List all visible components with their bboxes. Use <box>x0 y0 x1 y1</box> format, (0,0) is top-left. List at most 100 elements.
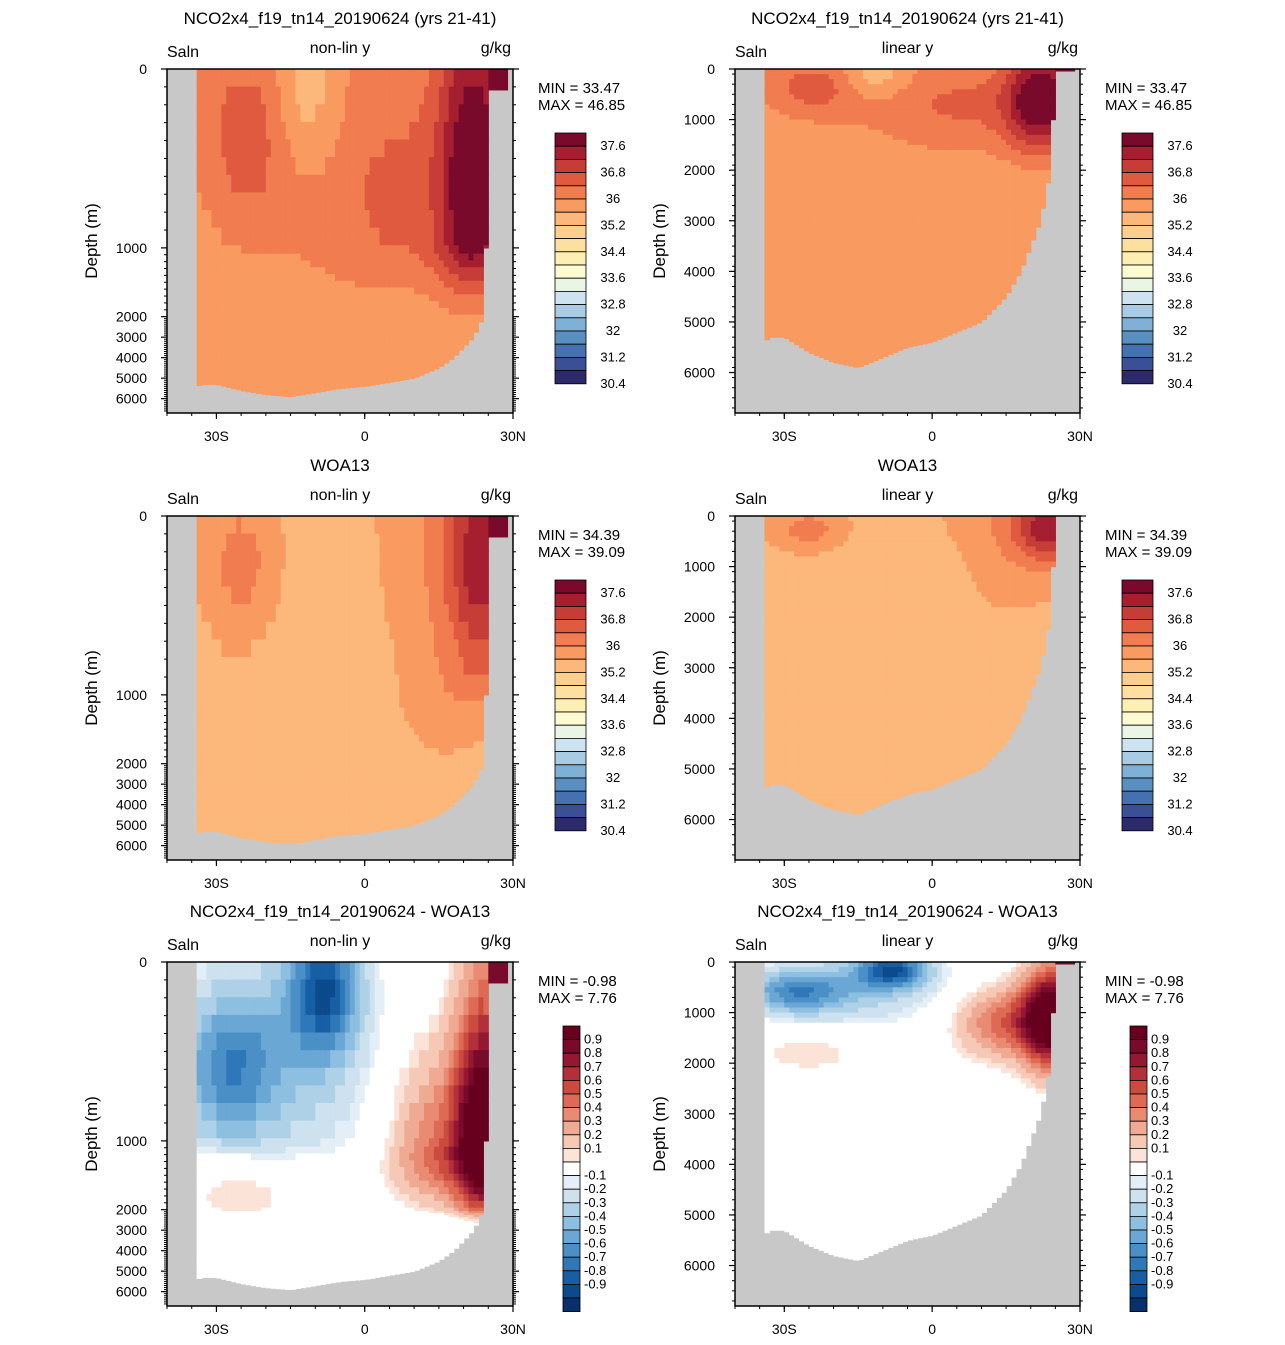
data-cell <box>216 210 222 228</box>
data-cell <box>291 87 297 105</box>
data-cell <box>305 192 311 210</box>
data-cell <box>399 122 405 140</box>
data-cell <box>231 315 237 319</box>
data-cell <box>434 281 440 288</box>
data-cell <box>286 69 292 87</box>
data-cell <box>414 308 420 315</box>
data-cell <box>335 254 341 261</box>
data-cell <box>370 192 376 210</box>
data-cell <box>404 254 410 261</box>
data-cell <box>335 301 341 308</box>
data-cell <box>370 175 376 193</box>
data-cell <box>394 288 400 295</box>
data-cell <box>221 140 227 158</box>
data-cell <box>291 175 297 193</box>
data-cell <box>231 157 237 175</box>
figure: NCO2x4_f19_tn14_20190624 (yrs 21-41)Saln… <box>0 0 1285 1345</box>
data-cell <box>197 69 203 87</box>
data-cell <box>310 288 316 295</box>
data-cell <box>434 315 440 319</box>
data-cell <box>266 308 272 315</box>
data-cell <box>355 254 361 261</box>
data-cell <box>207 383 213 385</box>
data-cell <box>330 267 336 274</box>
data-cell <box>202 69 208 87</box>
data-cell <box>256 301 262 308</box>
data-cell <box>305 301 311 308</box>
data-cell <box>320 69 326 87</box>
data-cell <box>246 192 252 210</box>
data-cell <box>211 308 217 315</box>
data-cell <box>226 245 232 254</box>
data-cell <box>399 254 405 261</box>
data-cell <box>211 288 217 295</box>
data-cell <box>197 104 203 122</box>
data-cell <box>404 260 410 267</box>
data-cell <box>419 254 425 261</box>
data-cell <box>271 122 277 140</box>
data-cell <box>266 288 272 295</box>
data-cell <box>380 301 386 308</box>
data-cell <box>221 245 227 254</box>
data-cell <box>340 245 346 254</box>
data-cell <box>384 245 390 254</box>
data-cell <box>365 274 371 281</box>
data-cell <box>251 308 257 315</box>
data-cell <box>340 308 346 315</box>
data-cell <box>389 157 395 175</box>
data-cell <box>261 122 267 140</box>
data-cell <box>380 140 386 158</box>
data-cell <box>251 294 257 301</box>
data-cell <box>325 192 331 210</box>
data-cell <box>266 254 272 261</box>
data-cell <box>360 254 366 261</box>
data-cell <box>444 140 450 158</box>
data-cell <box>340 157 346 175</box>
data-cell <box>310 294 316 301</box>
data-cell <box>439 294 445 301</box>
data-cell <box>409 281 415 288</box>
data-cell <box>439 245 445 254</box>
data-cell <box>444 281 450 288</box>
data-cell <box>291 228 297 246</box>
data-cell <box>325 69 331 87</box>
data-cell <box>216 267 222 274</box>
data-cell <box>384 294 390 301</box>
data-cell <box>389 301 395 308</box>
data-cell <box>335 122 341 140</box>
data-cell <box>216 281 222 288</box>
data-cell <box>340 69 346 87</box>
data-cell <box>310 175 316 193</box>
data-cell <box>251 69 257 87</box>
data-cell <box>380 288 386 295</box>
data-cell <box>261 315 267 319</box>
data-cell <box>281 175 287 193</box>
data-cell <box>261 87 267 105</box>
data-cell <box>211 267 217 274</box>
data-cell <box>370 140 376 158</box>
data-cell <box>276 308 282 315</box>
data-cell <box>221 69 227 87</box>
data-cell <box>325 87 331 105</box>
data-cell <box>439 175 445 193</box>
data-cell <box>384 315 390 319</box>
data-cell <box>424 104 430 122</box>
data-cell <box>330 104 336 122</box>
data-cell <box>315 104 321 122</box>
data-cell <box>360 281 366 288</box>
data-cell <box>202 383 208 385</box>
data-cell <box>236 228 242 246</box>
data-cell <box>276 281 282 288</box>
data-cell <box>449 281 455 288</box>
data-cell <box>310 140 316 158</box>
data-cell <box>419 175 425 193</box>
data-cell <box>380 228 386 246</box>
data-cell <box>231 122 237 140</box>
data-cell <box>394 122 400 140</box>
data-cell <box>350 301 356 308</box>
data-cell <box>375 260 381 267</box>
data-cell <box>389 381 395 383</box>
data-cell <box>241 274 247 281</box>
data-cell <box>231 192 237 210</box>
data-cell <box>345 245 351 254</box>
